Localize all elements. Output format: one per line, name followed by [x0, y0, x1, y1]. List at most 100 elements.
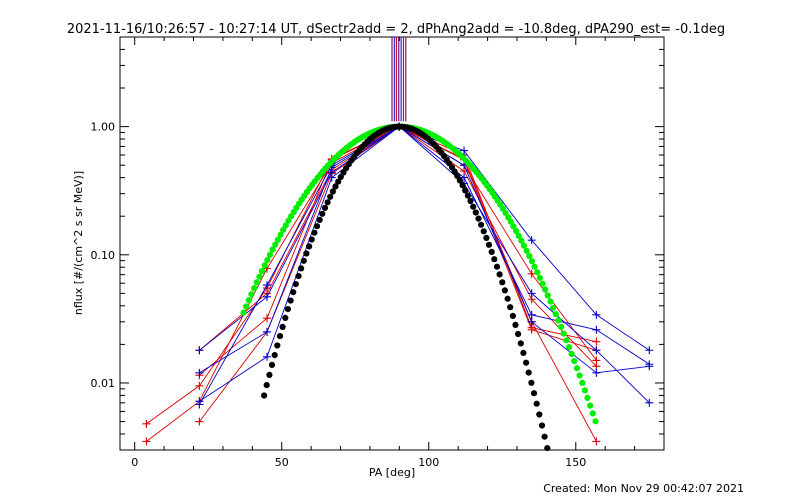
data-point — [527, 289, 536, 298]
fit-point — [280, 226, 287, 233]
data-point — [263, 281, 272, 290]
fit-point — [536, 411, 543, 418]
fit-point — [515, 330, 522, 338]
fit-point — [592, 418, 599, 425]
fit-point — [464, 192, 471, 199]
fit-point — [274, 342, 281, 349]
y-tick-label: 0.01 — [91, 377, 116, 390]
fit-point — [525, 369, 532, 376]
fit-point — [271, 352, 278, 359]
fit-point — [261, 392, 268, 399]
data-point — [195, 381, 204, 390]
y-axis-label: nflux [#/(cm^2 s sr MeV)] — [72, 171, 85, 315]
fit-point — [510, 223, 517, 230]
x-axis-label: PA [deg] — [369, 466, 415, 479]
fit-point — [264, 257, 271, 264]
fit-point — [243, 303, 250, 310]
data-point — [142, 437, 151, 446]
fit-point — [589, 410, 596, 417]
data-point — [327, 173, 336, 182]
fit-point — [491, 256, 498, 263]
fit-point — [571, 358, 578, 365]
fit-point — [321, 204, 329, 211]
y-tick-label: 0.10 — [91, 249, 116, 262]
fit-point — [528, 379, 535, 386]
fit-point — [523, 359, 530, 366]
fit-point — [300, 257, 307, 264]
data-point — [263, 327, 272, 336]
fit-point — [274, 236, 281, 243]
fit-point — [534, 269, 541, 276]
series-4 — [195, 122, 601, 380]
fit-point — [483, 234, 490, 241]
fit-point — [287, 297, 294, 304]
fit-point — [470, 203, 477, 210]
data-point — [527, 325, 536, 334]
data-point — [592, 310, 601, 319]
fit-point — [550, 304, 557, 311]
data-point — [592, 337, 601, 346]
fit-point — [488, 248, 495, 255]
fit-point — [581, 387, 589, 394]
x-tick-label: 0 — [131, 456, 138, 469]
data-point — [592, 346, 601, 355]
fit-point — [266, 251, 274, 258]
fit-point — [485, 241, 493, 248]
data-point — [645, 346, 654, 355]
fit-point — [475, 215, 482, 222]
series-line — [199, 126, 650, 404]
fit-point — [311, 229, 318, 236]
data-point — [527, 317, 536, 326]
fit-point — [284, 306, 291, 313]
fit-point — [282, 222, 289, 229]
data-point — [195, 417, 204, 426]
fit-point — [538, 422, 546, 429]
y-tick-label: 1.00 — [91, 121, 116, 134]
fit-point — [292, 281, 299, 288]
chart-title: 2021-11-16/10:26:57 - 10:27:14 UT, dSect… — [67, 22, 725, 37]
fit-point — [240, 309, 247, 316]
x-tick-label: 150 — [565, 456, 586, 469]
fit-point — [319, 210, 326, 217]
fit-point — [306, 243, 313, 250]
fit-point — [335, 178, 342, 185]
fit-point — [467, 197, 474, 205]
data-point — [592, 437, 601, 446]
fit-point — [552, 311, 559, 318]
fit-point — [263, 382, 270, 389]
fit-point — [539, 280, 546, 287]
fit-point — [253, 279, 260, 286]
fit-point — [536, 274, 544, 281]
fit-point — [512, 321, 519, 328]
fit-point — [248, 291, 255, 298]
fit-point — [308, 236, 315, 243]
series-2 — [142, 122, 601, 446]
fit-point — [282, 314, 289, 321]
data-point — [195, 346, 204, 355]
x-tick-label: 50 — [275, 456, 289, 469]
data-point — [195, 368, 204, 377]
fit-point — [504, 295, 511, 302]
fit-point — [472, 209, 479, 216]
fit-point — [576, 372, 583, 379]
fit-point — [245, 297, 252, 304]
created-timestamp: Created: Mon Nov 29 00:42:07 2021 — [543, 482, 744, 495]
fit-point — [266, 371, 273, 378]
fit-point — [507, 304, 514, 311]
fit-point — [544, 292, 551, 299]
fit-point — [579, 379, 586, 386]
fit-point — [256, 273, 263, 280]
series-line — [146, 126, 597, 442]
data-point — [645, 362, 654, 371]
fit-point — [587, 402, 594, 409]
fit-point — [533, 400, 540, 407]
fit-point — [459, 182, 466, 189]
fit-point — [258, 268, 266, 275]
fit-point — [568, 350, 575, 358]
vertical-markers — [391, 37, 407, 122]
fit-point — [565, 344, 573, 351]
data-point — [592, 368, 601, 377]
fit-point — [499, 279, 506, 286]
fit-point — [542, 286, 549, 293]
fit-point — [518, 237, 525, 244]
